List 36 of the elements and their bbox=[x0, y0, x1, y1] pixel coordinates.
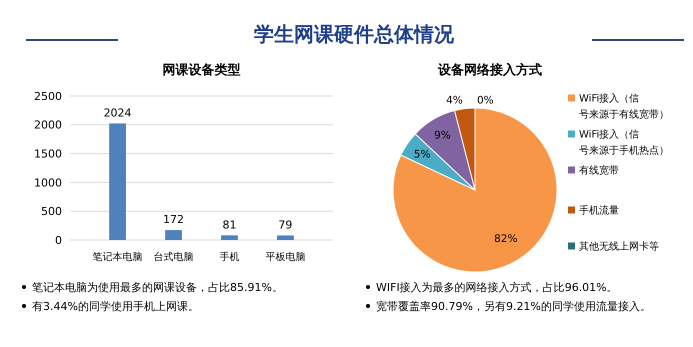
data-label: 9% bbox=[434, 130, 451, 142]
data-label: 81 bbox=[222, 218, 236, 232]
bar bbox=[277, 235, 294, 240]
data-label: 82% bbox=[494, 233, 518, 246]
text: 0% bbox=[477, 94, 494, 107]
x-tick-label: 台式电脑 bbox=[154, 251, 194, 263]
pie-slice bbox=[392, 108, 558, 272]
data-label: 4% bbox=[446, 94, 463, 107]
data-label: 5% bbox=[414, 148, 430, 161]
y-tick-label: 1000 bbox=[34, 176, 62, 190]
text: WIFI接入为最多的网络接入方式，占比96.01%。 bbox=[376, 281, 618, 294]
y-tick-label: 0 bbox=[55, 234, 62, 247]
y-tick-label: 500 bbox=[41, 205, 62, 218]
legend-label: WiFi接入（信号来源于手机热点） bbox=[579, 128, 669, 156]
text: 有3.44%的同学使用手机上网课。 bbox=[32, 300, 199, 313]
chart-title: 设备网络接入方式 bbox=[437, 62, 542, 78]
legend-label: WiFi接入（信号来源于有线宽带） bbox=[579, 92, 669, 120]
y-tick-label: 1500 bbox=[34, 147, 62, 160]
bar bbox=[165, 230, 182, 240]
legend-label: 手机流量 bbox=[579, 204, 619, 216]
chart-title: 网课设备类型 bbox=[162, 63, 240, 78]
data-label: 2024 bbox=[104, 106, 132, 120]
y-tick-label: 2000 bbox=[34, 118, 62, 132]
data-label: 172 bbox=[163, 213, 184, 226]
text: 学生网课硬件总体情况 bbox=[254, 22, 455, 46]
x-tick-label: 平板电脑 bbox=[265, 251, 306, 263]
legend-label: 有线宽带 bbox=[579, 164, 619, 176]
legend-label: 其他无线上网卡等 bbox=[579, 240, 659, 252]
bar bbox=[221, 235, 238, 240]
data-label: 79 bbox=[278, 218, 292, 232]
bar bbox=[109, 123, 126, 240]
x-tick-label: 笔记本电脑 bbox=[92, 251, 143, 263]
text: 宽带覆盖率90.79%，另有9.21%的同学使用流量接入。 bbox=[376, 300, 651, 313]
text: 笔记本电脑为使用最多的网课设备，占比85.91%。 bbox=[32, 281, 283, 294]
y-tick-label: 2500 bbox=[34, 90, 62, 103]
x-tick-label: 手机 bbox=[219, 251, 240, 263]
